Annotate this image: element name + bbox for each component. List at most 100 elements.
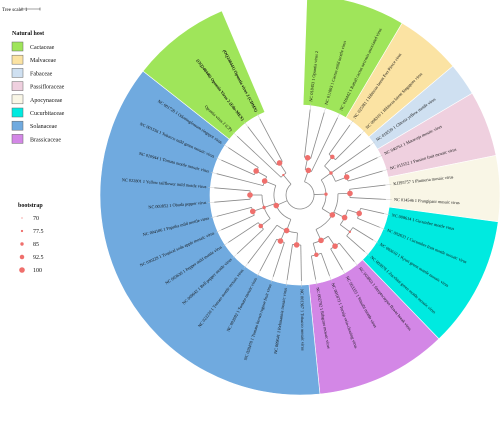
tree-branch	[357, 217, 380, 228]
bootstrap-node	[276, 160, 283, 166]
host-legend-items: Cactaceae Malvaceae Fabaceae Passifloraceae…	[11, 41, 65, 144]
tree-branch	[339, 224, 351, 233]
bootstrap-node-layer	[247, 154, 362, 258]
tree-branch	[330, 248, 343, 270]
bootstrap-node	[273, 202, 280, 209]
tree-branch	[272, 242, 285, 277]
bootstrap-node	[258, 223, 264, 229]
tree-branch	[349, 184, 386, 190]
tree-branch	[263, 203, 276, 208]
tree-branch	[320, 253, 330, 276]
bootstrap-legend-label: 70	[33, 216, 39, 222]
bootstrap-legend-dot	[20, 229, 24, 233]
bootstrap-legend-label: 85	[33, 242, 39, 248]
tree-branch	[259, 118, 283, 162]
tree-branch	[310, 112, 325, 159]
bootstrap-node	[356, 210, 362, 217]
leader-line	[210, 216, 217, 219]
bootstrap-node	[304, 154, 311, 161]
leader-line	[309, 103, 312, 110]
host-legend-swatch-cactaceae	[11, 41, 24, 52]
host-legend-swatch-passifloraceae	[11, 81, 24, 91]
tree-branch	[344, 157, 378, 174]
scale-bar: Tree scale: 1	[2, 7, 41, 13]
host-legend-label: Brassicaceae	[30, 137, 61, 143]
tree-branch	[228, 147, 259, 168]
leader-line	[210, 171, 217, 174]
leader-line	[215, 229, 222, 233]
bootstrap-legend-label: 92.5	[33, 255, 44, 261]
host-legend-label: Fabaceae	[30, 71, 53, 77]
bootstrap-node	[314, 252, 319, 258]
leader-line	[243, 263, 249, 269]
bootstrap-node	[282, 173, 285, 177]
tree-branch	[346, 235, 365, 252]
tree-branch	[247, 224, 278, 264]
tree-branch	[320, 172, 332, 181]
scale-bar-label: Tree scale: 1	[2, 8, 28, 13]
leader-line	[377, 154, 383, 158]
leader-line	[323, 106, 327, 113]
tree-branch	[214, 187, 251, 192]
bootstrap-node	[341, 214, 348, 221]
tree-branch	[300, 244, 302, 281]
tree-branch	[347, 170, 383, 182]
leader-line	[208, 187, 215, 189]
tree-branch	[216, 207, 252, 217]
bootstrap-node	[324, 192, 328, 196]
leader-line	[385, 184, 392, 186]
bootstrap-legend-dot	[21, 217, 23, 219]
host-legend-swatch-malvaceae	[11, 54, 24, 65]
bootstrap-node	[332, 243, 338, 249]
tree-branch	[221, 214, 255, 231]
leader-line	[285, 279, 288, 286]
tree-branch	[360, 208, 385, 215]
tree-branch	[286, 244, 293, 281]
tree-branch	[214, 198, 251, 203]
leader-line	[232, 131, 238, 137]
host-legend-swatch-solanaceae	[11, 120, 24, 131]
leader-line	[256, 270, 261, 277]
tree-branch-arc	[285, 181, 315, 210]
bootstrap-node	[247, 192, 253, 198]
leaf-label: NC 014546 1 Frangipani mosaic virus	[394, 197, 460, 205]
leader-line	[364, 251, 370, 256]
bootstrap-node	[262, 205, 266, 210]
host-legend-label: Solanaceae	[30, 124, 57, 130]
leader-line	[354, 261, 359, 267]
tree-branch	[310, 255, 317, 280]
leaf-label: NC 018453 1 Opuntia virus 2	[308, 51, 319, 102]
leader-line	[369, 141, 376, 146]
leader-line	[232, 253, 238, 259]
host-sector-layer	[99, 0, 501, 396]
bootstrap-node	[253, 168, 259, 174]
tree-branch	[228, 222, 259, 243]
leader-line	[337, 112, 341, 118]
bootstrap-legend-label: 100	[33, 268, 42, 274]
bootstrap-node	[318, 237, 324, 244]
tree-branch	[216, 173, 264, 186]
bootstrap-legend-label: 77.5	[33, 229, 44, 235]
bootstrap-node	[329, 212, 336, 218]
bootstrap-node	[283, 227, 290, 234]
tree-branch	[328, 124, 351, 155]
bootstrap-node	[305, 167, 312, 174]
bootstrap-node	[329, 171, 333, 175]
bootstrap-legend-dot	[19, 267, 25, 273]
leader-line	[208, 201, 215, 203]
tree-branch	[247, 126, 278, 166]
tree-branch	[236, 228, 264, 255]
leader-line	[373, 239, 379, 244]
leaf-label: NC 001367 1 Tobacco mosaic virus	[300, 289, 306, 351]
leader-line	[256, 113, 261, 120]
leader-line	[342, 269, 346, 276]
bootstrap-node	[330, 154, 335, 160]
tree-branch	[330, 144, 371, 174]
host-legend-swatch-fabaceae	[11, 68, 24, 78]
leader-line	[223, 242, 229, 246]
tree-branch	[349, 197, 386, 200]
leader-line	[382, 169, 389, 172]
tree-branch	[338, 242, 355, 262]
host-legend-label: Passifloraceae	[30, 84, 65, 91]
